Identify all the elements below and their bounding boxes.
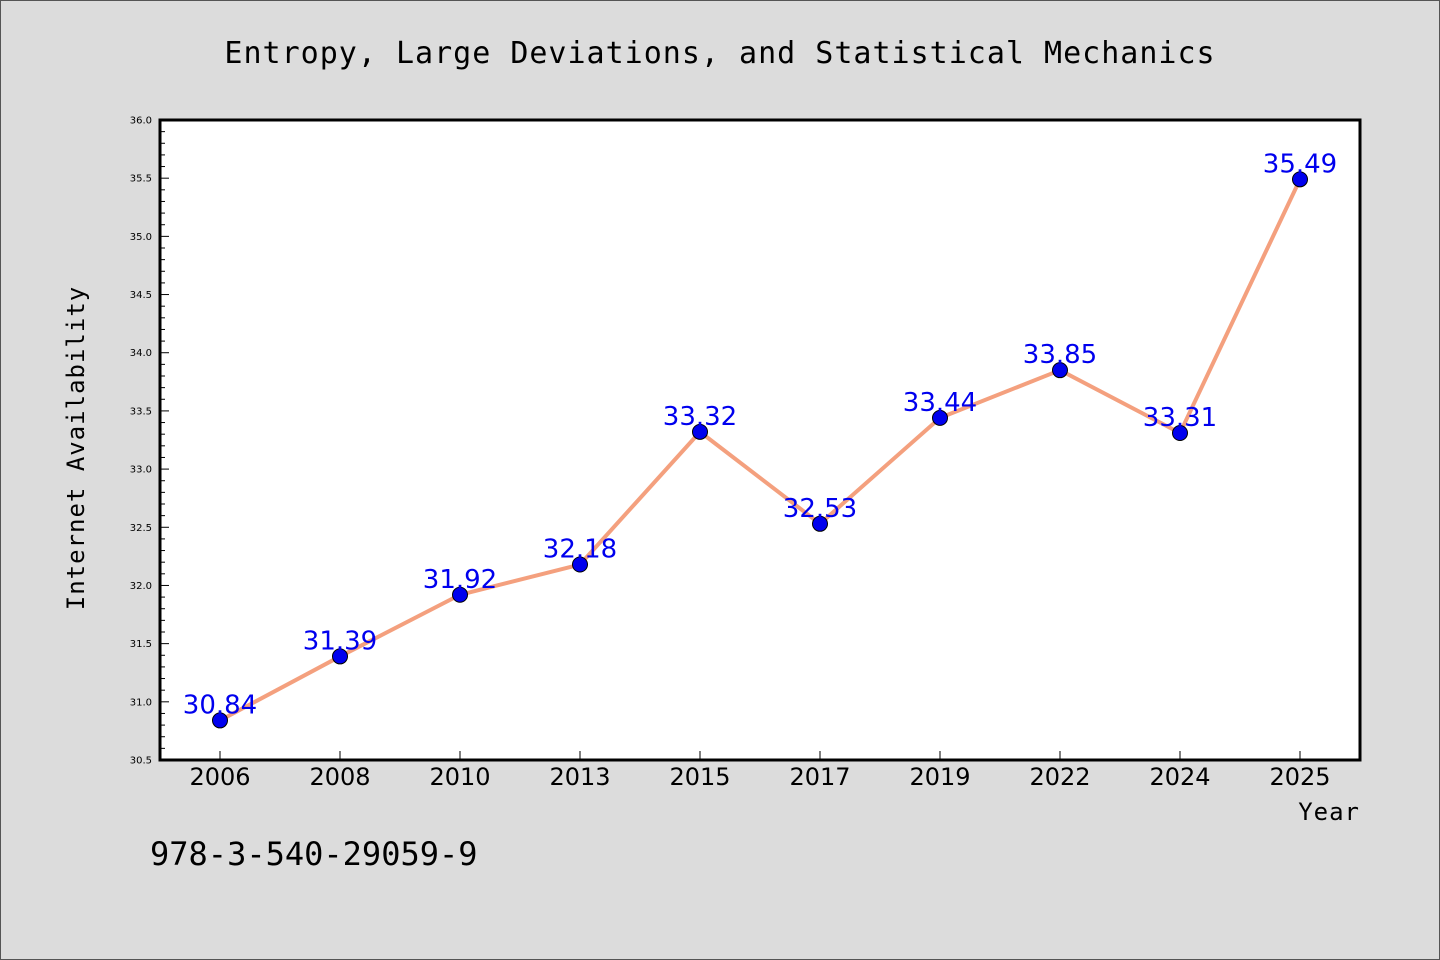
y-tick-label: 31.0 <box>130 697 152 708</box>
y-tick-label: 34.5 <box>130 290 152 301</box>
data-label: 30.84 <box>183 690 257 720</box>
data-label: 31.92 <box>423 565 497 595</box>
y-tick-label: 30.5 <box>130 756 152 767</box>
data-point <box>1052 362 1068 379</box>
y-tick-label: 35.0 <box>130 232 152 243</box>
data-label: 32.18 <box>543 535 617 565</box>
y-tick-label: 36.0 <box>130 116 152 127</box>
data-point <box>812 515 828 532</box>
y-axis-label: Internet Availability <box>62 286 90 610</box>
y-tick-label: 31.5 <box>130 639 152 650</box>
series-layer: 30.84 31.39 31.92 32.18 33.32 32.53 33.44 33.85… <box>183 149 1337 729</box>
data-point <box>1172 425 1188 442</box>
y-axis: 30.5 31.0 31.5 32.0 32.5 33.0 33.5 34.0 34.5 35.0… <box>130 116 169 767</box>
x-tick-label: 2015 <box>669 763 730 791</box>
x-tick-label: 2024 <box>1149 763 1210 791</box>
x-axis-label: Year <box>1298 798 1360 826</box>
y-tick-label: 34.0 <box>130 348 152 359</box>
data-point <box>332 648 348 665</box>
x-tick-label: 2017 <box>789 763 850 791</box>
data-label: 33.31 <box>1143 403 1217 433</box>
data-point <box>932 409 948 426</box>
data-point <box>1292 171 1308 188</box>
data-label: 33.85 <box>1023 340 1097 370</box>
plot-border <box>158 118 1362 762</box>
y-tick-label: 35.5 <box>130 174 152 185</box>
data-label: 33.44 <box>903 388 977 418</box>
x-tick-label: 2008 <box>309 763 370 791</box>
y-tick-label: 33.5 <box>130 406 152 417</box>
data-point <box>452 586 468 603</box>
y-tick-label: 32.0 <box>130 581 152 592</box>
data-point <box>692 423 708 440</box>
x-tick-label: 2013 <box>549 763 610 791</box>
data-label: 33.32 <box>663 402 737 432</box>
series-line <box>219 178 1302 723</box>
x-tick-label: 2006 <box>189 763 250 791</box>
y-tick-label: 33.0 <box>130 465 152 476</box>
data-label: 32.53 <box>783 494 857 524</box>
data-point <box>212 712 228 729</box>
x-tick-label: 2025 <box>1269 763 1330 791</box>
data-label: 31.39 <box>303 626 377 656</box>
chart-title: Entropy, Large Deviations, and Statistic… <box>224 36 1215 71</box>
plot-area <box>160 120 1360 760</box>
x-axis: 2006 2008 2010 2013 2015 2017 2019 2022 2024 2025 <box>189 751 1331 791</box>
isbn-label: 978-3-540-29059-9 <box>150 835 478 873</box>
data-point <box>572 556 588 573</box>
data-label: 35.49 <box>1263 149 1337 179</box>
y-tick-label: 32.5 <box>130 523 152 534</box>
x-tick-label: 2010 <box>429 763 490 791</box>
x-tick-label: 2019 <box>909 763 970 791</box>
x-tick-label: 2022 <box>1029 763 1090 791</box>
